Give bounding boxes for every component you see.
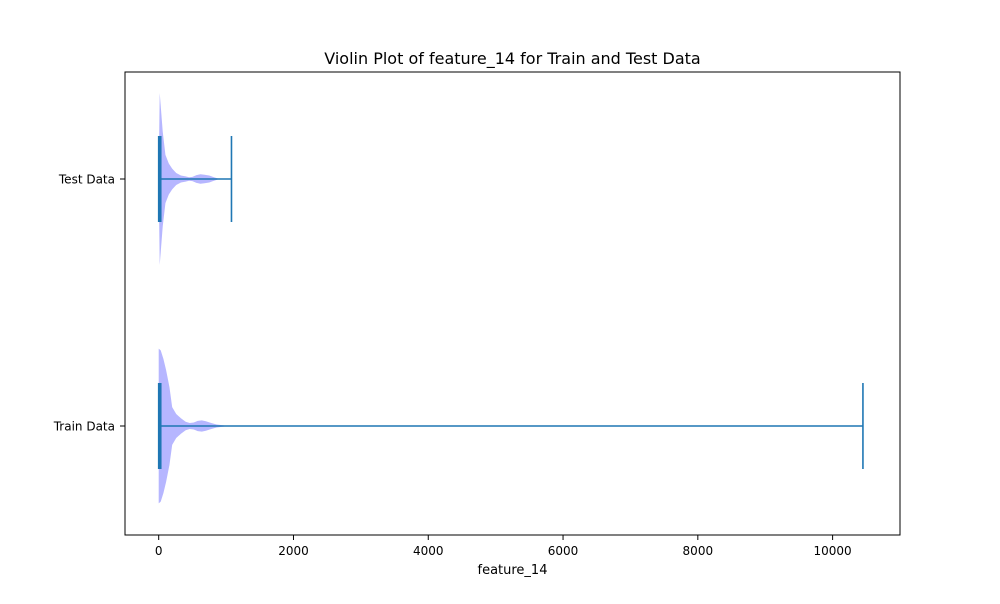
x-tick-label: 4000 [413,544,444,558]
x-axis-label: feature_14 [478,563,548,578]
y-axis-ticks: Test Data Train Data [53,173,125,434]
x-tick-label: 8000 [683,544,714,558]
y-tick-label: Train Data [53,420,115,434]
chart-title: Violin Plot of feature_14 for Train and … [324,49,700,69]
x-tick-label: 6000 [548,544,579,558]
x-tick-label: 0 [155,544,163,558]
plot-area-frame [124,71,901,536]
violins-layer [158,93,230,504]
y-tick-label: Test Data [58,173,115,187]
x-tick-label: 2000 [278,544,309,558]
stats-layer [157,136,864,469]
x-tick-label: 10000 [814,544,852,558]
x-axis-ticks: 0 2000 4000 6000 8000 10000 [155,535,852,558]
